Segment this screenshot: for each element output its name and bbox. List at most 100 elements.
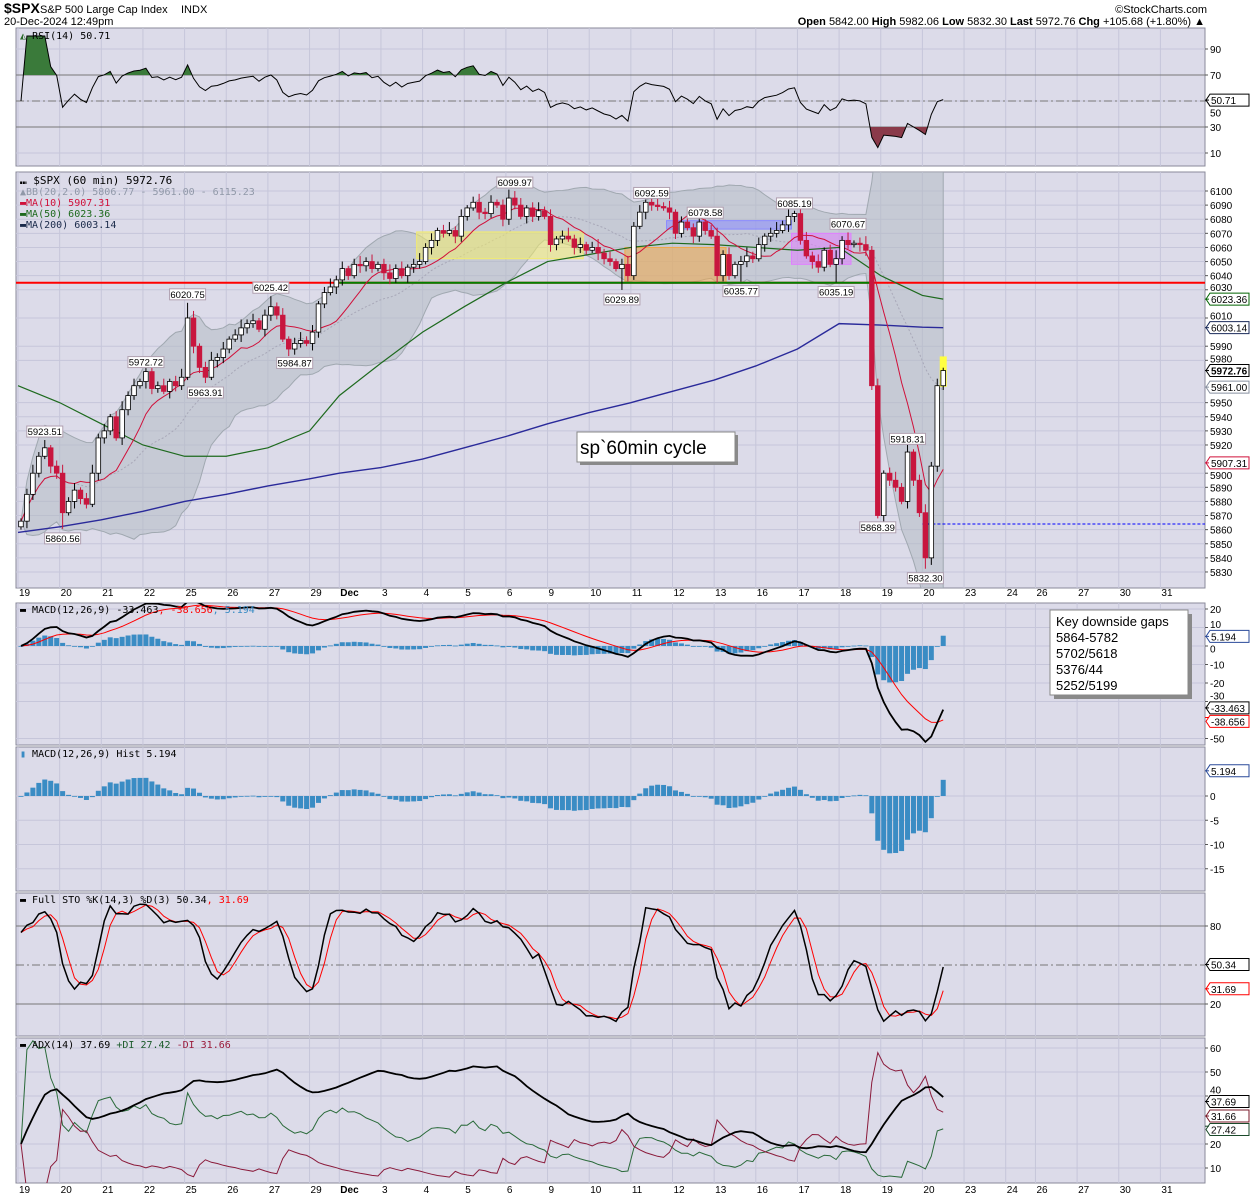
histogram-bar <box>321 796 327 799</box>
histogram-bar <box>423 796 429 800</box>
date-axis-label: 30 <box>1120 588 1132 599</box>
histogram-bar <box>601 796 607 809</box>
macd-hist-bar <box>827 646 833 650</box>
histogram-bar <box>690 796 696 797</box>
macd-hist-bar <box>875 646 881 675</box>
value-tag-box <box>1205 714 1250 728</box>
candle-body <box>291 342 298 350</box>
macd-hist-bar <box>315 646 321 651</box>
macd-hist-bar <box>107 637 113 646</box>
macd-hist-bar <box>434 645 440 647</box>
ma200-legend: ▬MA(200) 6003.14 <box>20 220 116 231</box>
candle-body <box>654 204 661 207</box>
macd-hist-bar <box>18 646 24 647</box>
annotation-box <box>686 206 724 219</box>
candle-body <box>178 376 185 387</box>
macd-hist-bar <box>196 643 202 646</box>
histogram-bar <box>77 796 83 798</box>
candle-body <box>297 340 304 344</box>
annotation-box <box>186 386 224 399</box>
ma50-legend: ▬MA(50) 6023.36 <box>20 209 110 220</box>
histogram-bar <box>262 796 268 797</box>
macd-hist-bar <box>333 643 339 646</box>
value-tag: 6023.36 <box>1205 292 1250 306</box>
macd-hist-bar <box>607 646 613 654</box>
macd-hist-bar <box>631 646 637 649</box>
gap-item: 5702/5618 <box>1056 646 1117 661</box>
candle-body <box>714 235 720 277</box>
histogram-bar <box>399 796 405 802</box>
macd-hist-bar <box>244 645 250 647</box>
candle-body <box>482 211 488 214</box>
value-tag-body: 5907.31 <box>1205 456 1250 470</box>
sto-plot <box>20 903 944 1023</box>
macd-hist-bar <box>119 636 125 646</box>
macd-hist-bar <box>482 644 488 646</box>
histogram-bar <box>738 796 744 807</box>
histogram-bar <box>786 787 792 796</box>
axis-tick-label: 40 <box>1210 1086 1222 1097</box>
candle-body <box>839 239 845 260</box>
macd-hist-bar <box>54 638 60 646</box>
histogram-bar <box>137 777 143 796</box>
histogram-bar <box>327 795 333 796</box>
value-tag: 27.42 <box>1205 1123 1250 1137</box>
candle-body <box>583 244 589 251</box>
macd-hist-bar <box>500 646 506 648</box>
histogram-bar <box>125 779 131 796</box>
candle-body <box>506 197 512 220</box>
candle-body <box>113 416 119 439</box>
annotation-box <box>817 285 855 298</box>
candle-body <box>30 472 36 495</box>
macd-hist-bar <box>655 638 661 646</box>
histogram-bar <box>696 796 702 797</box>
macd-hist-bar <box>458 644 464 646</box>
macd-hist-bar <box>351 641 357 646</box>
candle-body <box>339 268 345 281</box>
histogram-bar <box>625 796 631 808</box>
candle-body <box>89 472 96 505</box>
sto-k-line <box>20 903 944 1023</box>
histogram-bar <box>631 796 637 801</box>
rsi-panel <box>15 27 1206 167</box>
macd-hist-bar <box>559 646 565 655</box>
histogram-bar <box>905 796 911 840</box>
histogram-bar <box>220 796 226 800</box>
macd-hist-bar <box>791 640 797 646</box>
value-tag-box <box>1205 701 1250 715</box>
value-tag: 31.66 <box>1205 1109 1250 1123</box>
macd-hist-bar <box>661 638 667 646</box>
histogram-bar <box>89 796 95 798</box>
macd-hist-bar <box>256 646 262 647</box>
candle-body <box>65 501 72 514</box>
date-axis-label: 16 <box>757 1185 769 1196</box>
histogram-bar <box>375 793 381 796</box>
axis-tick-label: 5850 <box>1210 540 1233 551</box>
brand-logo: ©StockCharts.com <box>1115 4 1207 16</box>
histogram-bar <box>161 788 167 796</box>
histogram-bar <box>232 796 238 798</box>
macd-hist-bar <box>405 646 411 650</box>
histogram-bar <box>119 781 125 796</box>
candle-body <box>779 224 786 231</box>
annotation-text: 6078.58 <box>688 208 722 219</box>
axis-tick-label: 6080 <box>1210 215 1233 226</box>
macd-hist-bar <box>286 646 292 653</box>
date-axis-label: 29 <box>311 1185 323 1196</box>
gaps-title: Key downside gaps <box>1056 614 1169 629</box>
date-axis-label: 24 <box>1007 588 1019 599</box>
macd-hist-bar <box>589 646 595 655</box>
histogram-bar <box>256 796 262 798</box>
candle-body <box>238 327 244 336</box>
macd-hist-bar <box>125 635 131 646</box>
macd-panel <box>15 602 1206 746</box>
macd-hist-bar <box>95 642 101 646</box>
candle-body <box>529 207 536 217</box>
candle-body <box>684 221 691 229</box>
candle-body <box>250 320 256 325</box>
annotation-text: 5972.72 <box>129 358 163 369</box>
histogram-bar <box>756 796 762 800</box>
axis-tick-label: 5930 <box>1210 427 1233 438</box>
candle-body <box>541 210 548 217</box>
